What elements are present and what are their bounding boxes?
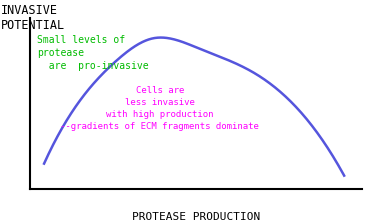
Text: INVASIVE
POTENTIAL: INVASIVE POTENTIAL [1, 4, 65, 32]
Text: PROTEASE PRODUCTION: PROTEASE PRODUCTION [132, 212, 260, 222]
Text: Cells are
less invasive
with high production
--gradients of ECM fragments domina: Cells are less invasive with high produc… [60, 87, 259, 131]
Text: Small levels of
protease
  are  pro-invasive: Small levels of protease are pro-invasiv… [37, 35, 149, 71]
